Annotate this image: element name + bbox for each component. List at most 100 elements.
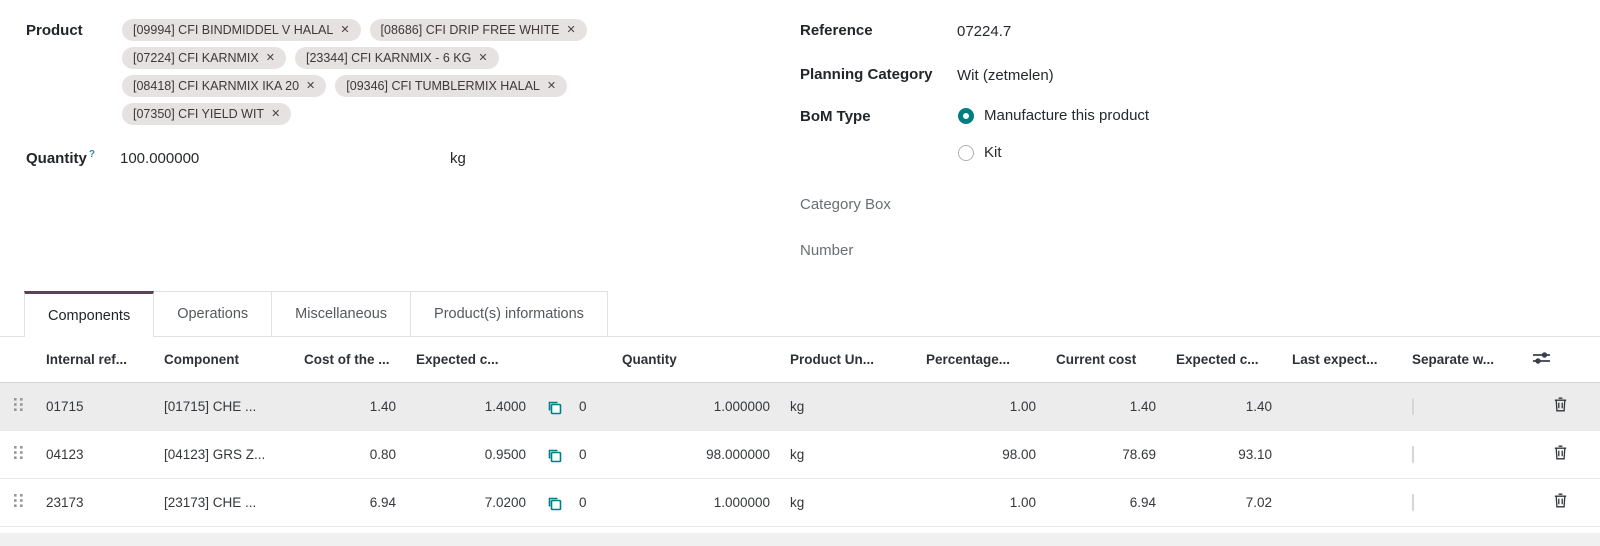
copy-count: 0 bbox=[579, 446, 587, 462]
column-header-current-cost[interactable]: Current cost bbox=[1046, 337, 1166, 383]
cell-component[interactable]: [04123] GRS Z... bbox=[154, 430, 294, 479]
copy-icon[interactable] bbox=[546, 446, 563, 463]
column-header-last-expected[interactable]: Last expect... bbox=[1282, 337, 1402, 383]
optional-columns-icon[interactable] bbox=[1530, 350, 1552, 366]
cell-product-uom[interactable]: kg bbox=[780, 382, 916, 431]
product-tag-label: [09346] CFI TUMBLERMIX HALAL bbox=[346, 79, 540, 93]
cell-percentage[interactable]: 1.00 bbox=[916, 478, 1046, 527]
tab-components[interactable]: Components bbox=[24, 291, 155, 337]
column-header-separate[interactable]: Separate w... bbox=[1402, 337, 1520, 383]
cell-delete bbox=[1520, 382, 1600, 431]
cell-current-cost[interactable]: 1.40 bbox=[1046, 382, 1166, 431]
table-row[interactable]: 04123 [04123] GRS Z... 0.80 0.9500 0 98.… bbox=[0, 430, 1600, 479]
column-header-expected[interactable]: Expected c... bbox=[1166, 337, 1282, 383]
remove-tag-icon[interactable]: ✕ bbox=[271, 107, 281, 120]
copy-icon[interactable] bbox=[546, 398, 563, 415]
product-tag-label: [07350] CFI YIELD WIT bbox=[133, 107, 265, 121]
cell-component[interactable]: [23173] CHE ... bbox=[154, 478, 294, 527]
tab-operations[interactable]: Operations bbox=[154, 291, 273, 336]
cell-expected[interactable]: 7.02 bbox=[1166, 478, 1282, 527]
cell-expected-cost[interactable]: 0.9500 bbox=[406, 430, 536, 479]
cell-cost[interactable]: 6.94 bbox=[294, 478, 406, 527]
drag-handle-icon[interactable] bbox=[13, 445, 24, 460]
cell-last-expected[interactable] bbox=[1282, 478, 1402, 527]
cell-quantity[interactable]: 98.000000 bbox=[612, 430, 780, 479]
delete-row-icon[interactable] bbox=[1554, 397, 1567, 412]
radio-unchecked-icon[interactable] bbox=[958, 144, 974, 161]
remove-tag-icon[interactable]: ✕ bbox=[546, 79, 557, 92]
cell-current-cost[interactable]: 6.94 bbox=[1046, 478, 1166, 527]
cell-expected-cost[interactable]: 7.0200 bbox=[406, 478, 536, 527]
product-tag[interactable]: [07350] CFI YIELD WIT ✕ bbox=[122, 103, 292, 125]
delete-row-icon[interactable] bbox=[1554, 493, 1567, 508]
cell-expected[interactable]: 93.10 bbox=[1166, 430, 1282, 479]
cell-delete bbox=[1520, 430, 1600, 479]
drag-handle-cell bbox=[0, 478, 36, 527]
column-header-cost[interactable]: Cost of the ... bbox=[294, 337, 406, 383]
product-tag[interactable]: [08418] CFI KARNMIX IKA 20 ✕ bbox=[122, 75, 327, 97]
remove-tag-icon[interactable]: ✕ bbox=[478, 51, 488, 64]
cell-product-uom[interactable]: kg bbox=[780, 478, 916, 527]
product-tag[interactable]: [08686] CFI DRIP FREE WHITE ✕ bbox=[369, 19, 587, 41]
separate-checkbox[interactable] bbox=[1412, 445, 1414, 463]
cell-copy: 0 bbox=[536, 382, 612, 431]
bom-type-option-0[interactable]: Manufacture this product bbox=[958, 107, 1149, 124]
cell-current-cost[interactable]: 78.69 bbox=[1046, 430, 1166, 479]
separate-checkbox[interactable] bbox=[1412, 397, 1414, 415]
copy-icon[interactable] bbox=[546, 494, 563, 511]
remove-tag-icon[interactable]: ✕ bbox=[265, 51, 275, 64]
bom-type-label: BoM Type bbox=[800, 108, 871, 125]
radio-checked-icon[interactable] bbox=[958, 107, 974, 124]
remove-tag-icon[interactable]: ✕ bbox=[340, 23, 350, 36]
category-box-label: Category Box bbox=[800, 196, 891, 213]
product-tag-label: [08686] CFI DRIP FREE WHITE bbox=[380, 23, 560, 37]
product-tags: [09994] CFI BINDMIDDEL V HALAL ✕ [08686] … bbox=[122, 19, 670, 125]
cell-percentage[interactable]: 98.00 bbox=[916, 430, 1046, 479]
column-header-expected-cost[interactable]: Expected c... bbox=[406, 337, 536, 383]
cell-expected-cost[interactable]: 1.4000 bbox=[406, 382, 536, 431]
table-row[interactable]: 23173 [23173] CHE ... 6.94 7.0200 0 1.00… bbox=[0, 478, 1600, 527]
reference-field[interactable]: 07224.7 bbox=[957, 23, 1012, 40]
column-header-product-uom[interactable]: Product Un... bbox=[780, 337, 916, 383]
remove-tag-icon[interactable]: ✕ bbox=[306, 79, 316, 92]
cell-component[interactable]: [01715] CHE ... bbox=[154, 382, 294, 431]
cell-quantity[interactable]: 1.000000 bbox=[612, 478, 780, 527]
product-tag-label: [08418] CFI KARNMIX IKA 20 bbox=[133, 79, 300, 93]
cell-cost[interactable]: 1.40 bbox=[294, 382, 406, 431]
column-header-quantity[interactable]: Quantity bbox=[612, 337, 780, 383]
cell-expected[interactable]: 1.40 bbox=[1166, 382, 1282, 431]
drag-handle-icon[interactable] bbox=[13, 493, 24, 508]
quantity-field[interactable]: 100.000000 bbox=[120, 150, 200, 167]
column-header-component[interactable]: Component bbox=[154, 337, 294, 383]
reference-label: Reference bbox=[800, 22, 873, 39]
product-tag[interactable]: [23344] CFI KARNMIX - 6 KG ✕ bbox=[294, 47, 499, 69]
cell-product-uom[interactable]: kg bbox=[780, 430, 916, 479]
planning-category-field[interactable]: Wit (zetmelen) bbox=[957, 67, 1054, 84]
product-tag[interactable]: [09346] CFI TUMBLERMIX HALAL ✕ bbox=[335, 75, 568, 97]
delete-row-icon[interactable] bbox=[1554, 445, 1567, 460]
help-icon[interactable]: ? bbox=[88, 149, 95, 160]
remove-tag-icon[interactable]: ✕ bbox=[566, 23, 576, 36]
separate-checkbox[interactable] bbox=[1412, 493, 1414, 511]
column-header-internal-ref[interactable]: Internal ref... bbox=[36, 337, 154, 383]
cell-percentage[interactable]: 1.00 bbox=[916, 382, 1046, 431]
drag-handle-icon[interactable] bbox=[13, 397, 24, 412]
cell-last-expected[interactable] bbox=[1282, 430, 1402, 479]
bom-type-option-1[interactable]: Kit bbox=[958, 144, 1002, 161]
cell-internal-ref[interactable]: 23173 bbox=[36, 478, 154, 527]
tab-miscellaneous[interactable]: Miscellaneous bbox=[272, 291, 412, 336]
cell-quantity[interactable]: 1.000000 bbox=[612, 382, 780, 431]
cell-cost[interactable]: 0.80 bbox=[294, 430, 406, 479]
product-label: Product bbox=[26, 22, 83, 39]
cell-internal-ref[interactable]: 04123 bbox=[36, 430, 154, 479]
tab-products-informations[interactable]: Product(s) informations bbox=[411, 291, 608, 336]
next-row-partial bbox=[0, 533, 1600, 546]
cell-last-expected[interactable] bbox=[1282, 382, 1402, 431]
product-tag[interactable]: [09994] CFI BINDMIDDEL V HALAL ✕ bbox=[122, 19, 361, 41]
table-row[interactable]: 01715 [01715] CHE ... 1.40 1.4000 0 1.00… bbox=[0, 382, 1600, 431]
product-tag[interactable]: [07224] CFI KARNMIX ✕ bbox=[122, 47, 286, 69]
cell-internal-ref[interactable]: 01715 bbox=[36, 382, 154, 431]
table-header-row: Internal ref... Component Cost of the ..… bbox=[0, 337, 1600, 383]
column-header-percentage[interactable]: Percentage... bbox=[916, 337, 1046, 383]
